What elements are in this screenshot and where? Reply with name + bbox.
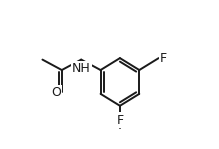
Text: F: F: [116, 114, 124, 127]
Text: O: O: [51, 86, 61, 99]
Text: F: F: [160, 52, 167, 65]
Text: NH: NH: [72, 62, 91, 75]
